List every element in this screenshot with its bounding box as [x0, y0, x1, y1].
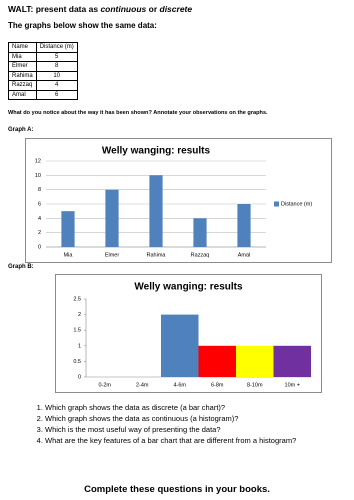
table-cell: 4 — [35, 80, 78, 91]
y-tick-label: 8 — [38, 187, 41, 193]
y-tick-label: 0 — [38, 244, 41, 250]
bar — [105, 189, 119, 247]
chart-title: Welly wanging: results — [134, 282, 243, 293]
table-cell: 6 — [35, 89, 78, 100]
walt-term: discrete — [159, 4, 193, 14]
question: Which graph shows the data as discrete (… — [45, 402, 354, 413]
question: Which is the most useful way of presenti… — [45, 424, 354, 435]
chart-title: Welly wanging: results — [102, 146, 211, 157]
y-tick-label: 0.5 — [73, 359, 81, 365]
x-tick-label: 2-4m — [136, 382, 149, 388]
x-tick-label: 8-10m — [247, 382, 263, 388]
x-tick-label: Rahima — [147, 252, 167, 258]
subheading: The graphs below show the same data: — [8, 21, 157, 30]
table-cell: 5 — [35, 51, 78, 62]
walt-heading: WALT: present data as continuous or disc… — [8, 4, 192, 14]
question: Which graph shows the data as continuous… — [45, 413, 354, 424]
question-list: Which graph shows the data as discrete (… — [0, 402, 354, 446]
graph-label: Graph A: — [8, 127, 34, 133]
x-tick-label: Razzaq — [191, 252, 210, 258]
x-tick-label: Mia — [64, 252, 74, 258]
y-tick-label: 2 — [78, 312, 81, 318]
y-tick-label: 10 — [35, 173, 41, 179]
walt-prefix: WALT: present data as — [8, 4, 99, 14]
graph-label: Graph B: — [8, 264, 34, 270]
y-tick-label: 12 — [35, 158, 41, 164]
y-tick-label: 2 — [38, 230, 41, 236]
header-cell: Distance (m) — [35, 42, 78, 53]
x-tick-label: 10m + — [285, 382, 300, 388]
y-tick-label: 2.5 — [73, 296, 81, 302]
walt-joiner: or — [148, 4, 158, 14]
table-cell: Amal — [8, 89, 37, 100]
legend-label: Distance (m) — [281, 201, 312, 207]
y-tick-label: 6 — [38, 201, 41, 207]
chart: Welly wanging: results 0 2 4 6 8 10 12 Mia Elmer R… — [25, 138, 332, 263]
bar — [149, 175, 163, 247]
x-tick-label: Elmer — [105, 252, 120, 258]
table-cell: Razzaq — [8, 80, 37, 91]
histogram-bar — [273, 345, 311, 377]
header-cell: Name — [8, 42, 37, 53]
table-cell: Rahima — [8, 70, 37, 81]
y-tick-label: 4 — [38, 216, 41, 222]
question: What are the key features of a bar chart… — [45, 435, 354, 446]
x-tick-label: 4-6m — [173, 382, 186, 388]
x-tick-label: 6-8m — [211, 382, 224, 388]
footer: Complete these questions in your books. — [84, 484, 270, 495]
bar — [237, 204, 251, 247]
table-row: Elmer 8 — [8, 61, 78, 72]
instruction: What do you notice about the way it has … — [8, 110, 268, 116]
legend-swatch — [274, 201, 279, 207]
x-tick-label: Amal — [238, 252, 251, 258]
table-cell: 10 — [35, 70, 78, 81]
table-row: Amal 6 — [8, 89, 78, 100]
y-tick-label: 1.5 — [73, 328, 81, 334]
table-cell: Mia — [8, 51, 37, 62]
y-tick-label: 1 — [78, 343, 81, 349]
bar — [61, 211, 75, 247]
table-cell: 8 — [35, 61, 78, 72]
data-table: Name Distance (m) Mia 5 Elmer 8 Rahima 10 Razzaq… — [8, 42, 78, 100]
bar — [193, 218, 207, 247]
table-header: Name Distance (m) — [8, 42, 78, 53]
y-tick-label: 0 — [78, 374, 81, 380]
walt-term: continuous — [100, 4, 147, 14]
table-cell: Elmer — [8, 61, 37, 72]
table-row: Razzaq 4 — [8, 80, 78, 91]
histogram-bar — [161, 314, 199, 377]
chart: Welly wanging: results 0 0.5 1 1.5 2 2.5 0-2m 2-… — [55, 274, 322, 393]
histogram-bar — [236, 345, 274, 377]
table-row: Rahima 10 — [8, 70, 78, 81]
table-row: Mia 5 — [8, 51, 78, 62]
x-tick-label: 0-2m — [98, 382, 111, 388]
histogram-bar — [198, 345, 236, 377]
